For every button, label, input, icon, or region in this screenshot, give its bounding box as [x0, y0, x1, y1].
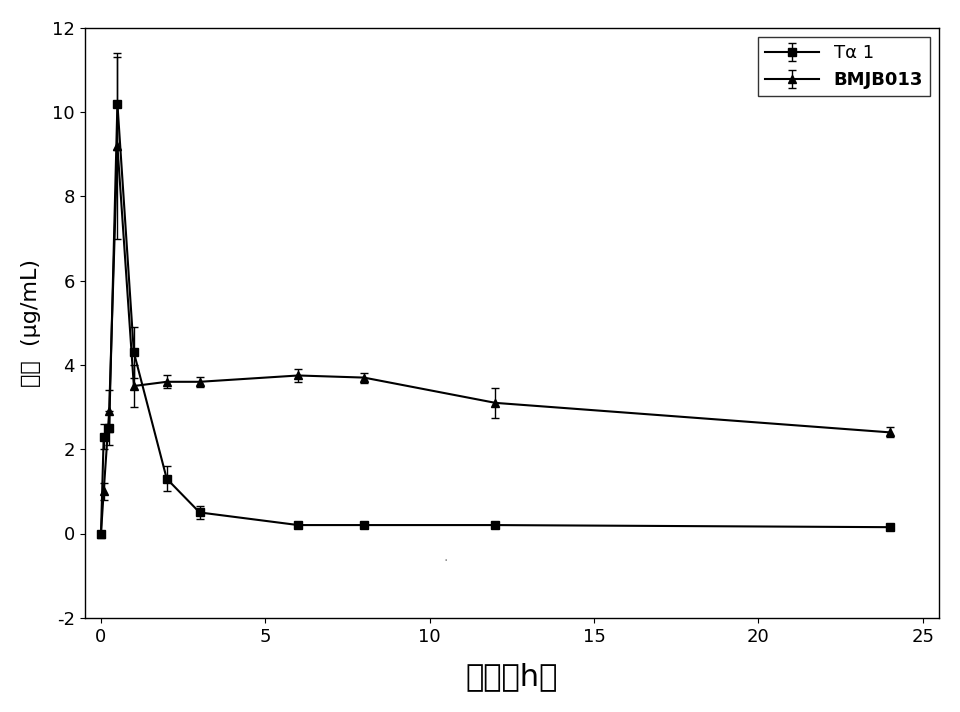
- Text: .: .: [444, 550, 448, 564]
- Y-axis label: 浓度  (μg/mL): 浓度 (μg/mL): [21, 258, 41, 387]
- X-axis label: 时间（h）: 时间（h）: [466, 662, 558, 691]
- Legend: Tα 1, BMJB013: Tα 1, BMJB013: [757, 37, 930, 96]
